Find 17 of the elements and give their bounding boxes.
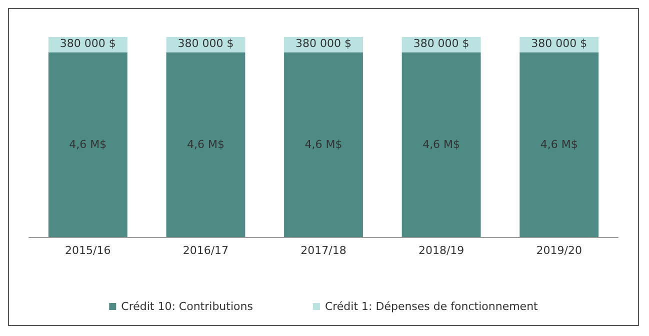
x-tick-label: 2019/20 xyxy=(536,244,582,257)
x-tick-label: 2017/18 xyxy=(300,244,346,257)
legend-label: Crédit 1: Dépenses de fonctionnement xyxy=(324,300,539,313)
data-label: 4,6 M$ xyxy=(69,138,107,152)
data-label: 380 000 $ xyxy=(296,37,352,50)
data-label: 4,6 M$ xyxy=(304,138,342,152)
legend-label: Crédit 10: Contributions xyxy=(121,300,254,313)
data-label: 380 000 $ xyxy=(531,37,588,50)
data-label: 380 000 $ xyxy=(413,37,470,50)
data-label: 4,6 M$ xyxy=(422,138,460,152)
x-tick-label: 2015/16 xyxy=(65,244,111,257)
data-label: 380 000 $ xyxy=(178,37,234,50)
x-tick-label: 2016/17 xyxy=(182,244,229,257)
data-label: 380 000 $ xyxy=(60,37,116,50)
data-label: 4,6 M$ xyxy=(540,138,578,152)
data-label: 4,6 M$ xyxy=(186,138,224,152)
x-tick-label: 2018/19 xyxy=(418,244,464,257)
